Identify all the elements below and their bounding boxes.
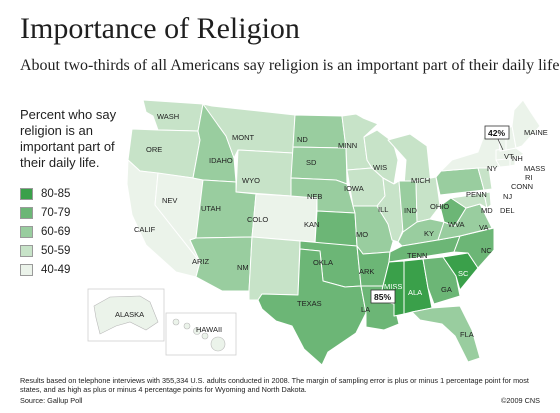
- state-wyo: [235, 149, 294, 197]
- callout-low-value: 42%: [488, 128, 505, 138]
- state-alaska: [93, 295, 159, 335]
- state-label: ALA: [408, 288, 422, 297]
- state-label: MINN: [338, 141, 357, 150]
- state-label: PENN: [466, 190, 487, 199]
- legend-swatch: [20, 207, 33, 219]
- state-label: WVA: [448, 220, 465, 229]
- footnote: Results based on telephone interviews wi…: [20, 376, 529, 394]
- state-label: NJ: [503, 192, 512, 201]
- state-label: RI: [525, 173, 533, 182]
- map-subtitle: About two-thirds of all Americans say re…: [20, 57, 560, 74]
- state-nm: [248, 236, 301, 301]
- legend-title: Percent who say religion is an important…: [20, 107, 117, 170]
- legend-label: 60-69: [41, 226, 71, 238]
- state-del: [483, 191, 492, 209]
- state-label: ND: [297, 135, 308, 144]
- callout-high: 85%: [370, 287, 397, 304]
- state-label: MICH: [411, 176, 430, 185]
- state-label: UTAH: [201, 204, 221, 213]
- state-label: SC: [458, 269, 469, 278]
- state-label: VT: [504, 152, 514, 161]
- alaska-inset-box: [87, 288, 165, 342]
- legend-item-40-49: 40-49: [20, 263, 70, 277]
- state-label: NY: [487, 164, 497, 173]
- state-label: IOWA: [344, 184, 364, 193]
- legend-item-50-59: 50-59: [20, 244, 70, 258]
- state-label: VA: [479, 223, 488, 232]
- state-hawaii: [172, 318, 226, 352]
- legend-swatch: [20, 188, 33, 200]
- state-label: MONT: [232, 133, 254, 142]
- state-label: TENN: [407, 251, 427, 260]
- state-label: NEV: [162, 196, 177, 205]
- legend-item-80-85: 80-85: [20, 187, 70, 201]
- legend-label: 40-49: [41, 264, 71, 276]
- state-texas: [257, 248, 367, 366]
- legend-label: 70-79: [41, 207, 71, 219]
- callout-low: 42%: [484, 125, 510, 151]
- state-maine: [511, 99, 541, 149]
- legend-item-70-79: 70-79: [20, 206, 70, 220]
- state-label: WIS: [373, 163, 387, 172]
- legend-label: 80-85: [41, 188, 71, 200]
- state-sc: [442, 252, 479, 291]
- state-label: MD: [481, 206, 493, 215]
- state-kan: [314, 210, 358, 247]
- state-label: CONN: [511, 182, 533, 191]
- state-label: ALASKA: [115, 310, 144, 319]
- state-wva: [439, 197, 467, 227]
- state-md: [450, 192, 488, 209]
- state-label: HAWAII: [196, 325, 222, 334]
- state-label: NC: [481, 246, 492, 255]
- state-label: MO: [356, 230, 368, 239]
- state-label: ARK: [359, 267, 374, 276]
- hawaii-inset-box: [165, 312, 237, 356]
- state-fla: [411, 305, 481, 363]
- state-label: MISS: [384, 282, 402, 291]
- state-label: KAN: [304, 220, 319, 229]
- state-label: NEB: [307, 192, 322, 201]
- legend-swatch: [20, 245, 33, 257]
- state-label: LA: [361, 305, 370, 314]
- state-label: COLO: [247, 215, 268, 224]
- state-label: WASH: [157, 112, 179, 121]
- state-label: ILL: [378, 205, 388, 214]
- state-label: ARIZ: [192, 257, 210, 266]
- state-label: SD: [306, 158, 317, 167]
- state-label: CALIF: [134, 225, 156, 234]
- callout-high-value: 85%: [374, 292, 391, 302]
- state-label: WYO: [242, 176, 260, 185]
- state-label: NM: [237, 263, 249, 272]
- legend-swatch: [20, 226, 33, 238]
- legend-item-60-69: 60-69: [20, 225, 70, 239]
- state-label: GA: [441, 285, 452, 294]
- state-label: OKLA: [313, 258, 333, 267]
- state-label: DEL: [500, 206, 515, 215]
- source-note: Source: Gallup Poll: [20, 396, 83, 405]
- state-ohio: [415, 176, 441, 223]
- legend-label: 50-59: [41, 245, 71, 257]
- state-label: MASS: [524, 164, 545, 173]
- state-label: ORE: [146, 145, 162, 154]
- state-ill: [376, 177, 404, 243]
- state-label: MAINE: [524, 128, 548, 137]
- map-title: Importance of Religion: [20, 12, 300, 45]
- state-label: OHIO: [430, 202, 449, 211]
- state-label: IDAHO: [209, 156, 233, 165]
- state-label: IND: [404, 206, 418, 215]
- credit-note: ©2009 CNS: [500, 396, 540, 405]
- state-label: TEXAS: [297, 299, 322, 308]
- state-label: KY: [424, 229, 434, 238]
- state-label: NH: [512, 154, 523, 163]
- state-label: FLA: [460, 330, 474, 339]
- legend-swatch: [20, 264, 33, 276]
